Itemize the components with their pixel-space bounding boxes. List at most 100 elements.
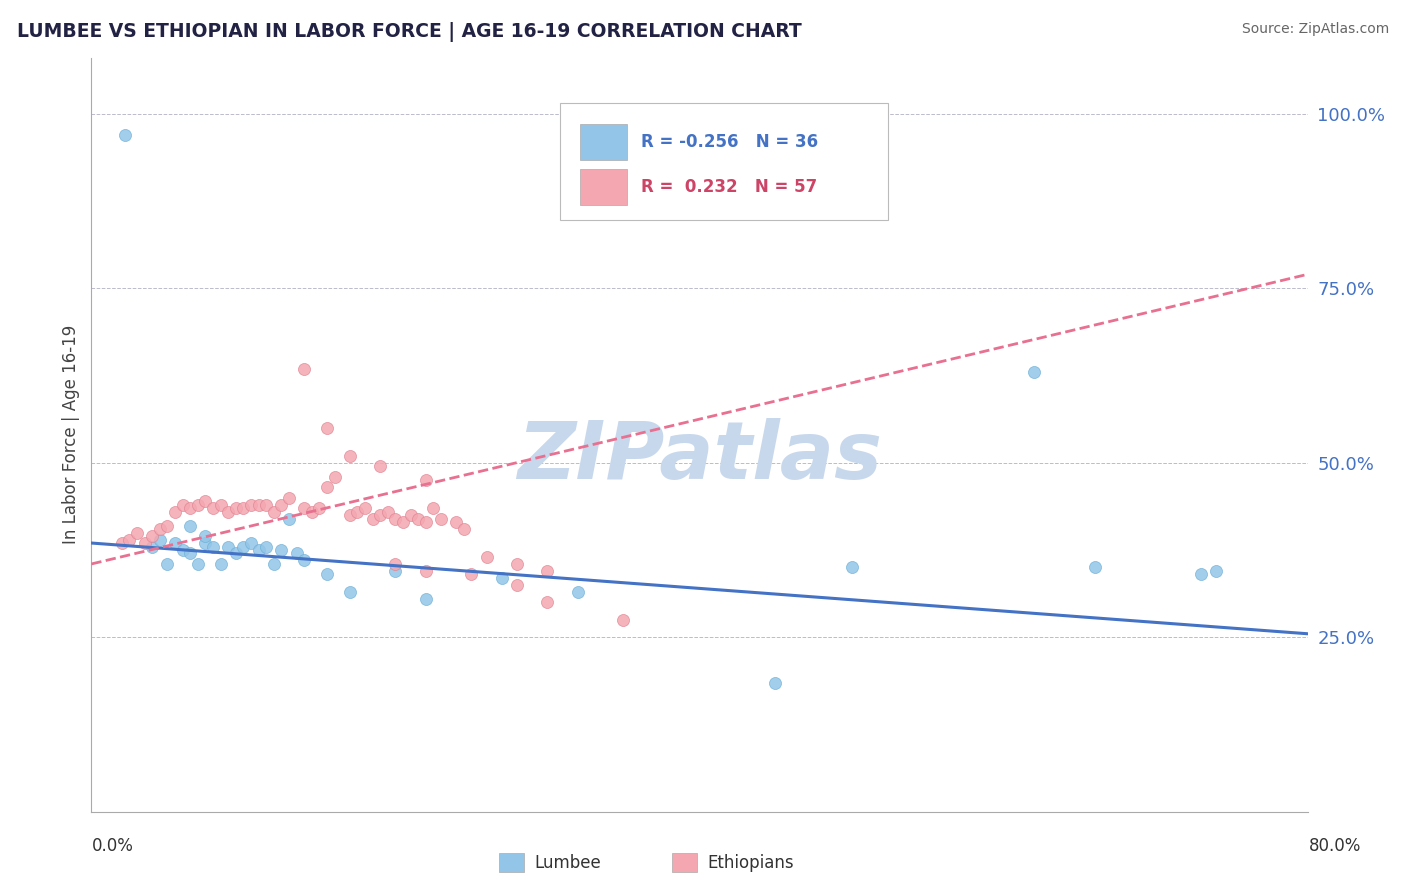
Point: [247, 498, 270, 512]
Point: [172, 543, 194, 558]
Point: [567, 585, 589, 599]
Point: [141, 540, 163, 554]
Point: [187, 498, 209, 512]
Point: [114, 128, 136, 142]
Point: [392, 515, 415, 529]
Point: [1022, 365, 1045, 379]
Point: [506, 557, 529, 571]
Point: [217, 540, 239, 554]
Point: [278, 511, 301, 525]
Point: [316, 421, 339, 435]
Point: [134, 536, 156, 550]
Point: [377, 505, 399, 519]
Point: [292, 361, 315, 376]
Text: LUMBEE VS ETHIOPIAN IN LABOR FORCE | AGE 16-19 CORRELATION CHART: LUMBEE VS ETHIOPIAN IN LABOR FORCE | AGE…: [17, 22, 801, 42]
Point: [156, 557, 179, 571]
Point: [316, 480, 339, 494]
Point: [1084, 560, 1107, 574]
Point: [460, 567, 482, 582]
Point: [384, 564, 406, 578]
Point: [240, 536, 263, 550]
Point: [422, 501, 444, 516]
Point: [841, 560, 863, 574]
Point: [415, 564, 437, 578]
Point: [232, 501, 254, 516]
Point: [292, 553, 315, 567]
Text: R = -0.256   N = 36: R = -0.256 N = 36: [641, 133, 818, 151]
Point: [225, 501, 247, 516]
Point: [415, 591, 437, 606]
Text: Lumbee: Lumbee: [534, 854, 600, 871]
Point: [384, 511, 406, 525]
Point: [247, 543, 270, 558]
FancyBboxPatch shape: [560, 103, 889, 220]
Y-axis label: In Labor Force | Age 16-19: In Labor Force | Age 16-19: [62, 326, 80, 544]
Point: [263, 557, 285, 571]
Point: [339, 508, 361, 522]
Point: [765, 675, 787, 690]
Point: [368, 459, 391, 474]
Point: [301, 505, 323, 519]
Point: [292, 501, 315, 516]
Point: [194, 529, 217, 543]
Point: [263, 505, 285, 519]
Point: [354, 501, 377, 516]
Point: [368, 508, 391, 522]
Text: Source: ZipAtlas.com: Source: ZipAtlas.com: [1241, 22, 1389, 37]
Text: Ethiopians: Ethiopians: [707, 854, 794, 871]
Point: [149, 533, 172, 547]
Point: [202, 501, 225, 516]
Point: [270, 498, 292, 512]
Point: [536, 595, 558, 609]
Point: [415, 515, 437, 529]
Point: [217, 505, 239, 519]
Point: [308, 501, 330, 516]
Point: [399, 508, 422, 522]
FancyBboxPatch shape: [581, 124, 627, 160]
Point: [254, 498, 277, 512]
Point: [179, 518, 201, 533]
Point: [406, 511, 429, 525]
Text: R =  0.232   N = 57: R = 0.232 N = 57: [641, 178, 817, 196]
Point: [202, 540, 225, 554]
Point: [536, 564, 558, 578]
Point: [179, 547, 201, 561]
FancyBboxPatch shape: [581, 169, 627, 205]
Text: 0.0%: 0.0%: [91, 837, 134, 855]
Point: [612, 613, 634, 627]
Point: [361, 511, 384, 525]
Point: [111, 536, 134, 550]
Point: [209, 498, 232, 512]
Point: [1189, 567, 1212, 582]
Point: [430, 511, 453, 525]
Point: [453, 522, 475, 536]
Point: [415, 473, 437, 487]
Text: 80.0%: 80.0%: [1309, 837, 1361, 855]
Point: [232, 540, 254, 554]
Point: [254, 540, 277, 554]
Point: [316, 567, 339, 582]
Point: [285, 547, 308, 561]
Point: [278, 491, 301, 505]
Point: [491, 571, 513, 585]
Point: [384, 557, 406, 571]
Point: [346, 505, 368, 519]
Point: [194, 494, 217, 508]
Point: [141, 529, 163, 543]
Point: [149, 522, 172, 536]
Point: [225, 547, 247, 561]
Point: [240, 498, 263, 512]
Point: [172, 498, 194, 512]
Point: [118, 533, 141, 547]
Point: [179, 501, 201, 516]
Point: [187, 557, 209, 571]
Point: [163, 536, 186, 550]
Point: [444, 515, 467, 529]
Point: [125, 525, 148, 540]
Point: [270, 543, 292, 558]
Point: [209, 557, 232, 571]
Point: [339, 585, 361, 599]
Point: [323, 469, 346, 483]
Point: [194, 536, 217, 550]
Point: [1205, 564, 1227, 578]
